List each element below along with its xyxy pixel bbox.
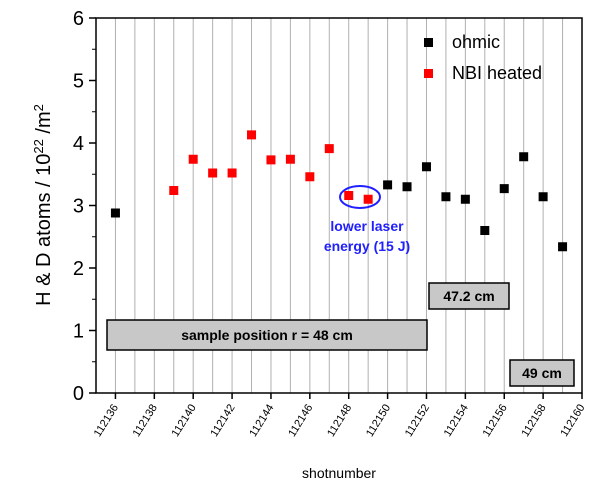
ohmic-point bbox=[441, 192, 451, 202]
nbi-heated-point bbox=[169, 186, 179, 195]
ohmic-point bbox=[499, 184, 509, 194]
ohmic-point bbox=[538, 192, 548, 202]
nbi-heated-point bbox=[324, 144, 334, 154]
nbi-heated-point bbox=[285, 154, 295, 164]
nbi-heated-point bbox=[227, 168, 237, 178]
x-tick-label: 112152 bbox=[403, 402, 432, 439]
nbi-heated-point bbox=[247, 130, 257, 140]
x-tick-label: 112146 bbox=[286, 402, 315, 439]
ohmic-point bbox=[558, 242, 568, 252]
x-tick-label: 112158 bbox=[519, 402, 548, 439]
box-49cm-label: 49 cm bbox=[522, 365, 562, 381]
nbi-heated-point bbox=[208, 168, 218, 178]
nbi-heated-point bbox=[305, 172, 315, 182]
box-47cm-label: 47.2 cm bbox=[443, 288, 494, 304]
y-tick-label: 0 bbox=[73, 383, 84, 405]
laser-annotation-line1: lower laser bbox=[330, 218, 404, 234]
nbi-heated-point bbox=[363, 194, 373, 204]
x-tick-label: 112138 bbox=[131, 402, 160, 439]
data-points bbox=[110, 130, 568, 252]
box-47cm bbox=[428, 282, 510, 310]
legend-marker-ohmic bbox=[424, 38, 433, 47]
y-tick-label: 2 bbox=[73, 258, 84, 280]
ohmic-point bbox=[383, 180, 393, 190]
y-tick-label: 4 bbox=[73, 133, 84, 155]
x-tick-label: 112148 bbox=[325, 402, 354, 439]
y-tick-label: 5 bbox=[73, 71, 84, 93]
x-tick-label: 112142 bbox=[208, 402, 237, 439]
y-tick-label: 3 bbox=[73, 196, 84, 218]
x-axis-label: shotnumber bbox=[302, 465, 376, 481]
x-axis-ticks: 112136 112138 112140 112142 112144 112146 1121… bbox=[92, 393, 588, 439]
x-tick-label: 112140 bbox=[170, 402, 199, 439]
y-tick-label: 1 bbox=[73, 321, 84, 343]
laser-ellipse bbox=[339, 185, 381, 209]
x-tick-label: 112150 bbox=[364, 402, 393, 439]
ohmic-point bbox=[421, 162, 431, 172]
nbi-heated-point bbox=[266, 155, 276, 165]
y-axis-label: H & D atoms / 1022 /m2 bbox=[31, 104, 56, 306]
sample-position-label: sample position r = 48 cm bbox=[181, 327, 353, 343]
ohmic-point bbox=[402, 182, 412, 192]
nbi-heated-point bbox=[344, 191, 354, 200]
y-tick-label: 6 bbox=[73, 8, 84, 30]
ohmic-point bbox=[110, 208, 120, 218]
nbi-heated-point bbox=[188, 154, 198, 164]
legend-label-nbi: NBI heated bbox=[452, 63, 542, 83]
x-tick-label: 112144 bbox=[247, 402, 276, 439]
sample-position-box bbox=[106, 319, 428, 351]
x-tick-label: 112154 bbox=[442, 402, 471, 439]
y-axis-ticks: 0 1 2 3 4 5 6 bbox=[73, 8, 96, 405]
x-tick-label: 112156 bbox=[481, 402, 510, 439]
ohmic-point bbox=[519, 152, 529, 162]
legend-label-ohmic: ohmic bbox=[452, 32, 500, 52]
x-tick-label: 112136 bbox=[92, 402, 121, 439]
legend-marker-nbi bbox=[424, 69, 433, 78]
ohmic-point bbox=[460, 194, 470, 204]
x-tick-label: 112160 bbox=[558, 402, 587, 439]
ohmic-point bbox=[480, 226, 490, 235]
box-49cm bbox=[509, 359, 575, 387]
legend: ohmic NBI heated bbox=[424, 32, 542, 83]
laser-annotation-line2: energy (15 J) bbox=[324, 238, 410, 254]
